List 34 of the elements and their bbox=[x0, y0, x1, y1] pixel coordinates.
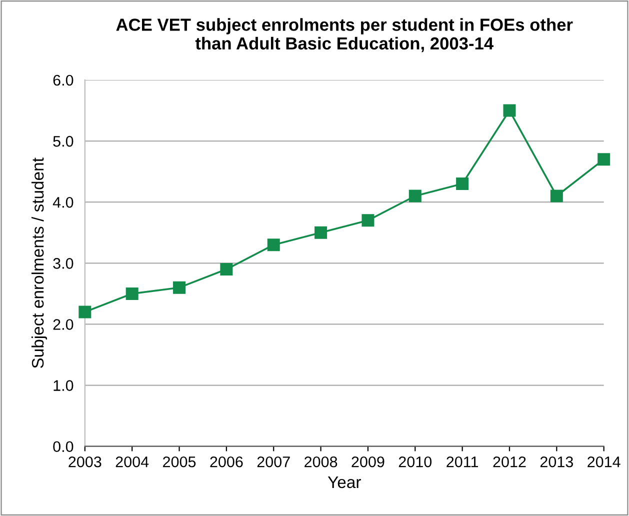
point bbox=[220, 263, 233, 276]
y-tick-label: 1.0 bbox=[54, 380, 74, 391]
y-tick-label: 6.0 bbox=[53, 74, 74, 86]
point bbox=[267, 238, 280, 252]
x-tick-label: 2006 bbox=[210, 456, 243, 468]
x-tick-label: 2008 bbox=[304, 456, 338, 468]
x-tick-label: 2003 bbox=[68, 456, 102, 468]
y-tick-label: 4.0 bbox=[52, 196, 74, 208]
x-tick-label: 2009 bbox=[352, 456, 384, 468]
x-axis-title: Year bbox=[328, 476, 361, 488]
x-tick-label: 2010 bbox=[398, 456, 432, 468]
x-tick-label: 2005 bbox=[163, 456, 196, 468]
point bbox=[362, 214, 374, 227]
point bbox=[598, 153, 610, 166]
y-tick-label: 5.0 bbox=[53, 136, 74, 147]
y-tick-label: 2.0 bbox=[53, 319, 74, 330]
x-tick-label: 2007 bbox=[257, 456, 290, 468]
y-axis-title: Subject enrolments / student bbox=[31, 158, 48, 368]
point bbox=[78, 306, 92, 318]
point bbox=[456, 178, 469, 190]
point bbox=[314, 226, 328, 239]
x-tick-label: 2012 bbox=[493, 456, 526, 468]
y-tick-label: 0.0 bbox=[53, 441, 74, 452]
point bbox=[550, 190, 563, 202]
point bbox=[408, 190, 422, 202]
y-tick-label: 3.0 bbox=[53, 258, 74, 269]
chart-title: ACE VET subject enrolments per student in FOEs other than Adult Basic Education, 2003-14 bbox=[116, 18, 573, 52]
point bbox=[173, 281, 186, 294]
x-tick-label: 2013 bbox=[540, 456, 573, 468]
x-tick-label: 2011 bbox=[446, 456, 478, 468]
x-tick-label: 2014 bbox=[588, 456, 620, 468]
point bbox=[126, 287, 138, 300]
x-tick-label: 2004 bbox=[116, 456, 149, 468]
point bbox=[503, 104, 516, 117]
